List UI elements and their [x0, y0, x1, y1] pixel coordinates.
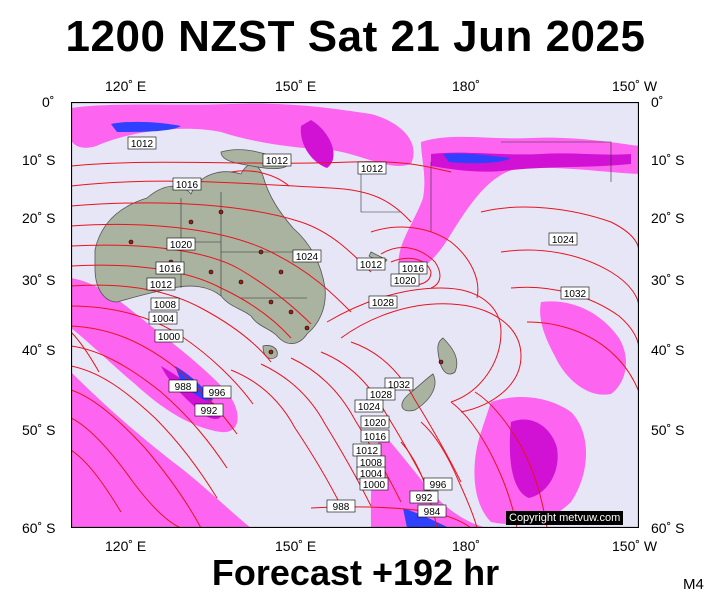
isobar-label: 996	[209, 388, 226, 399]
station-dot	[278, 269, 284, 275]
isobar-label: 992	[201, 406, 218, 417]
isobar-label: 1020	[364, 418, 387, 429]
isobar-label: 1028	[372, 298, 395, 309]
isobar-label: 1000	[363, 480, 386, 491]
isobar-label: 1032	[564, 289, 587, 300]
isobar-label: 1012	[361, 164, 384, 175]
left-axis-label: 60˚ S	[22, 520, 56, 536]
top-axis-label: 180˚	[452, 78, 481, 94]
rain-core	[443, 153, 511, 164]
rain-band	[540, 301, 626, 395]
isobar-label: 992	[416, 493, 433, 504]
right-axis-label: 0˚	[651, 94, 664, 110]
isobar-label: 1016	[159, 264, 182, 275]
isobar-label: 988	[175, 382, 192, 393]
isobar-label: 1012	[356, 446, 379, 457]
isobar-label: 1016	[364, 432, 387, 443]
isobar-label: 1012	[150, 280, 173, 291]
isobar-label: 1008	[360, 458, 383, 469]
rain-band	[370, 432, 491, 528]
isobar-label: 996	[430, 480, 447, 491]
top-axis-label: 150˚ E	[275, 78, 317, 94]
station-dot	[304, 325, 310, 331]
isobar-label: 1020	[170, 240, 193, 251]
station-dot	[238, 279, 244, 285]
isobar-label: 1008	[154, 300, 177, 311]
station-dot	[438, 359, 444, 365]
left-axis-label: 40˚ S	[22, 342, 56, 358]
station-dot	[128, 239, 134, 245]
isobar-label: 1024	[358, 402, 381, 413]
rain-band	[71, 372, 251, 528]
copyright-notice: Copyright metvuw.com	[506, 511, 624, 525]
isobar-label: 1012	[360, 260, 383, 271]
isobar-label: 1012	[131, 139, 154, 150]
station-dot	[268, 299, 274, 305]
isobar-label: 988	[333, 502, 350, 513]
station-dot	[218, 209, 224, 215]
station-dot	[268, 349, 274, 355]
left-axis-label: 30˚ S	[22, 272, 56, 288]
isobar-label: 1004	[360, 469, 383, 480]
new-zealand-north-island	[437, 337, 458, 375]
map-title: 1200 NZST Sat 21 Jun 2025	[65, 12, 646, 61]
station-dot	[208, 269, 214, 275]
right-axis-label: 30˚ S	[651, 272, 685, 288]
isobar-labels: 1012 1012 1012 1016 1020 1016 1012 1008 …	[127, 136, 590, 518]
right-axis-label: 40˚ S	[651, 342, 685, 358]
top-axis-label: 120˚ E	[105, 78, 147, 94]
station-dot	[188, 219, 194, 225]
model-tag: M4	[683, 576, 704, 593]
left-axis-label: 0˚	[42, 94, 55, 110]
isobar-label: 1020	[394, 276, 417, 287]
left-axis-label: 20˚ S	[22, 210, 56, 226]
isobar-layer	[71, 161, 639, 528]
top-axis-label: 150˚ W	[612, 78, 658, 94]
isobar-label: 1016	[176, 180, 199, 191]
isobar-label: 1024	[552, 235, 575, 246]
bottom-axis-label: 180˚	[452, 538, 481, 554]
forecast-label: Forecast +192 hr	[211, 552, 500, 593]
station-dot	[258, 249, 264, 255]
isobar-label: 1028	[370, 390, 393, 401]
rain-band	[509, 419, 558, 498]
left-axis-label: 10˚ S	[22, 152, 56, 168]
isobar-label: 984	[424, 507, 441, 518]
right-axis-label: 60˚ S	[651, 520, 685, 536]
rain-core	[111, 121, 181, 132]
isobar-label: 1004	[152, 314, 175, 325]
bottom-axis-label: 120˚ E	[105, 538, 147, 554]
right-axis-label: 20˚ S	[651, 210, 685, 226]
rain-core	[403, 508, 449, 528]
isobar-label: 1016	[402, 264, 425, 275]
station-dots	[128, 209, 444, 365]
map-frame	[71, 102, 639, 528]
australia-landmass	[94, 164, 326, 344]
isobar-label: 1012	[266, 156, 289, 167]
new-zealand-south-island	[401, 373, 436, 412]
isobar-label: 1024	[296, 252, 319, 263]
bottom-axis-label: 150˚ W	[612, 538, 658, 554]
rain-band	[71, 103, 414, 167]
bottom-axis-label: 150˚ E	[275, 538, 317, 554]
rain-band	[300, 120, 334, 168]
weather-map: 1012 1012 1012 1016 1020 1016 1012 1008 …	[71, 102, 639, 528]
station-dot	[288, 309, 294, 315]
right-axis-label: 50˚ S	[651, 422, 685, 438]
rain-band	[398, 136, 639, 274]
right-axis-label: 10˚ S	[651, 152, 685, 168]
isobar-label: 1032	[388, 380, 411, 391]
isobar-label: 1000	[158, 332, 181, 343]
left-axis-label: 50˚ S	[22, 422, 56, 438]
